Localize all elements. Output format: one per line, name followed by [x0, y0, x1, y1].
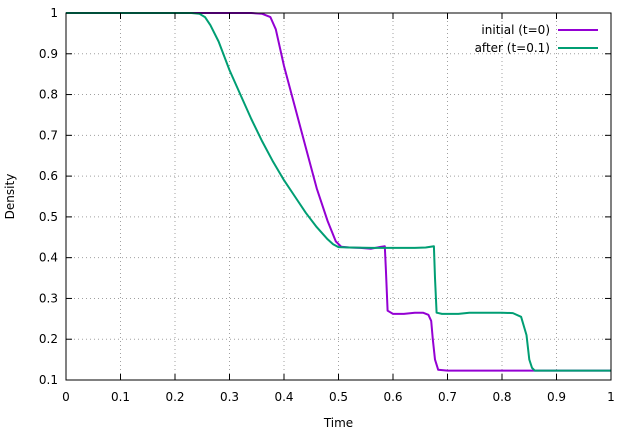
series-layer — [66, 12, 611, 372]
y-tick-label: 0.1 — [39, 373, 58, 387]
legend: initial (t=0) after (t=0.1) — [475, 23, 598, 55]
x-tick-label: 0.8 — [492, 390, 511, 404]
x-tick-label: 1 — [607, 390, 615, 404]
y-tick-label: 1 — [50, 6, 58, 20]
y-tick-label: 0.7 — [39, 128, 58, 142]
y-tick-label: 0.2 — [39, 332, 58, 346]
x-tick-label: 0.9 — [547, 390, 566, 404]
x-tick-label: 0.2 — [165, 390, 184, 404]
series-line-1 — [66, 12, 611, 372]
series-line-0 — [66, 12, 611, 372]
x-tick-label: 0 — [62, 390, 70, 404]
y-tick-label: 0.9 — [39, 47, 58, 61]
x-tick-label: 0.7 — [438, 390, 457, 404]
y-axis-label: Density — [3, 174, 17, 220]
legend-label-after: after (t=0.1) — [475, 41, 550, 55]
plot-frame — [65, 12, 612, 381]
x-tick-label: 0.3 — [220, 390, 239, 404]
x-tick-label: 0.5 — [329, 390, 348, 404]
y-tick-label: 0.4 — [39, 251, 58, 265]
y-tick-label: 0.8 — [39, 88, 58, 102]
x-tick-label: 0.4 — [274, 390, 293, 404]
ticks: 0 0.1 0.2 0.3 0.4 0.5 0.6 0.7 0.8 0.9 1 0.1 0.2 0.3 0.… — [39, 6, 615, 404]
grid — [66, 13, 611, 380]
x-axis-label: Time — [323, 416, 353, 430]
legend-label-initial: initial (t=0) — [481, 23, 550, 37]
x-tick-label: 0.6 — [383, 390, 402, 404]
y-tick-label: 0.3 — [39, 291, 58, 305]
y-tick-label: 0.6 — [39, 169, 58, 183]
x-tick-label: 0.1 — [111, 390, 130, 404]
y-tick-label: 0.5 — [39, 210, 58, 224]
